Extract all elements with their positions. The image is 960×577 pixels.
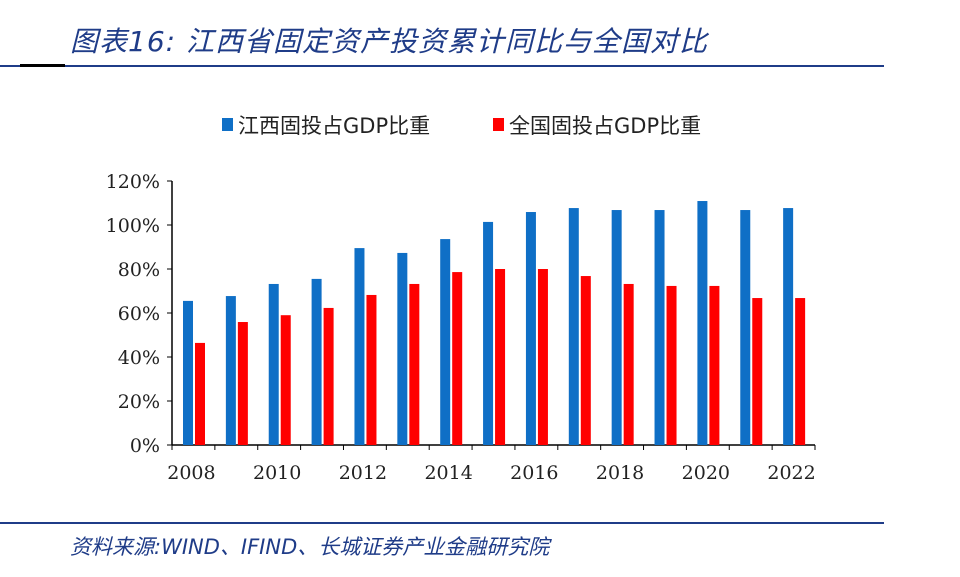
y-tick-label: 60% <box>118 303 160 325</box>
title-rule <box>0 64 884 67</box>
bar-national-2012 <box>366 294 377 445</box>
legend-label: 江西固投占GDP比重 <box>238 114 430 138</box>
bar-jiangxi-2010 <box>268 283 279 445</box>
x-tick-label: 2022 <box>767 462 815 484</box>
bar-national-2014 <box>452 272 463 445</box>
bar-jiangxi-2008 <box>183 300 193 445</box>
x-tick-label: 2014 <box>424 462 472 484</box>
bar-jiangxi-2011 <box>311 278 322 445</box>
x-tick-label: 2010 <box>253 462 301 484</box>
bar-jiangxi-2017 <box>568 208 579 445</box>
bar-jiangxi-2009 <box>225 296 236 445</box>
bar-jiangxi-2018 <box>611 210 622 445</box>
y-tick-label: 80% <box>118 259 160 281</box>
bar-national-2020 <box>709 285 720 445</box>
y-tick-label: 0% <box>130 435 160 457</box>
bar-national-2009 <box>237 322 248 445</box>
legend-swatch <box>222 118 233 131</box>
bar-national-2016 <box>537 269 548 445</box>
bar-jiangxi-2022 <box>783 208 794 445</box>
figure-title: 图表16: 江西省固定资产投资累计同比与全国对比 <box>70 25 708 58</box>
bar-jiangxi-2016 <box>525 212 536 445</box>
bar-national-2008 <box>195 342 205 445</box>
bar-national-2021 <box>752 298 763 445</box>
source-note: 资料来源:WIND、IFIND、长城证券产业金融研究院 <box>70 535 550 559</box>
x-tick-label: 2018 <box>596 462 644 484</box>
x-tick-label: 2020 <box>682 462 730 484</box>
y-tick-label: 100% <box>106 215 160 237</box>
bar-jiangxi-2021 <box>740 210 751 445</box>
bar-national-2019 <box>666 285 677 445</box>
bar-national-2013 <box>409 283 420 445</box>
legend-label: 全国固投占GDP比重 <box>509 114 701 138</box>
bar-jiangxi-2014 <box>440 239 451 445</box>
bar-jiangxi-2013 <box>397 252 408 445</box>
legend-swatch <box>493 118 504 131</box>
bar-jiangxi-2019 <box>654 210 665 445</box>
footer-rule <box>0 522 884 524</box>
x-tick-label: 2016 <box>510 462 558 484</box>
x-tick-label: 2012 <box>339 462 387 484</box>
bar-jiangxi-2020 <box>697 201 708 445</box>
y-tick-label: 120% <box>106 171 160 193</box>
bar-national-2018 <box>623 283 634 445</box>
bar-jiangxi-2012 <box>354 248 365 445</box>
bar-national-2015 <box>495 269 506 445</box>
bar-jiangxi-2015 <box>483 221 494 445</box>
bar-national-2011 <box>323 307 334 445</box>
bar-national-2022 <box>795 298 806 445</box>
y-tick-label: 40% <box>118 347 160 369</box>
bar-national-2017 <box>580 276 591 445</box>
bar-national-2010 <box>280 315 291 445</box>
y-tick-label: 20% <box>118 391 160 413</box>
x-tick-label: 2008 <box>167 462 215 484</box>
